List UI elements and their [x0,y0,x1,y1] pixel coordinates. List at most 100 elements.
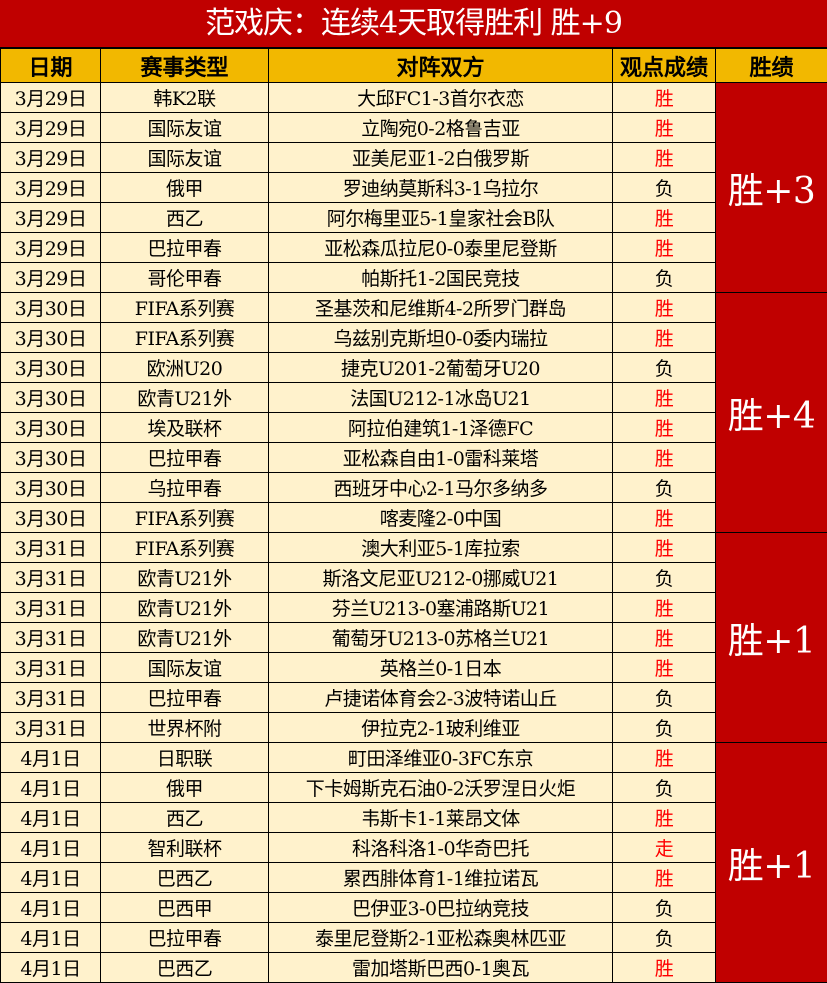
match-cell: 亚松森自由1-0雷科莱塔 [268,442,613,473]
table-row: 4月1日 俄甲 下卡姆斯克石油0-2沃罗涅日火炬负 [0,772,827,803]
date-cell: 3月31日 [0,532,101,563]
date-cell: 3月29日 [0,232,101,263]
league-cell: FIFA系列赛 [100,322,269,353]
table-row: 3月31日 FIFA系列赛 澳大利亚5-1库拉索胜胜+1 [0,532,827,743]
table-row: 3月31日 欧青U21外 斯洛文尼亚U212-0挪威U21 负 [0,562,827,593]
result-cell: 胜 [612,442,716,473]
league-cell: 埃及联杯 [100,412,269,443]
league-cell: 巴拉甲春 [100,922,269,953]
date-cell: 3月31日 [0,652,101,683]
result-cell: 负 [612,922,716,953]
group-summary-cell: 胜+1 [715,742,827,983]
league-cell: 巴西乙 [100,862,269,893]
result-cell: 负 [612,712,716,743]
match-cell: 大邱FC1-3首尔衣恋 [268,82,613,113]
table-body: 3月29日 韩K2联 大邱FC1-3首尔衣恋胜胜+3 3月29日 国际友谊 立陶宛0-2格… [0,82,827,983]
match-cell: 法国U212-1冰岛U21 [268,382,613,413]
match-cell: 帕斯托1-2国民竞技 [268,262,613,293]
league-cell: FIFA系列赛 [100,292,269,323]
result-cell: 走 [612,832,716,863]
match-cell: 泰里尼登斯2-1亚松森奥林匹亚 [268,922,613,953]
result-cell: 胜 [612,532,716,563]
result-cell: 胜 [612,382,716,413]
result-cell: 负 [612,772,716,803]
match-cell: 町田泽维亚0-3FC东京 [268,742,613,773]
league-cell: 西乙 [100,202,269,233]
table-row: 4月1日 巴拉甲春 泰里尼登斯2-1亚松森奥林匹亚负 [0,922,827,953]
result-cell: 胜 [612,232,716,263]
league-cell: 世界杯附 [100,712,269,743]
match-cell: 圣基茨和尼维斯4-2所罗门群岛 [268,292,613,323]
result-cell: 胜 [612,742,716,773]
match-cell: 立陶宛0-2格鲁吉亚 [268,112,613,143]
match-cell: 斯洛文尼亚U212-0挪威U21 [268,562,613,593]
date-cell: 3月30日 [0,292,101,323]
date-cell: 3月30日 [0,382,101,413]
match-cell: 罗迪纳莫斯科3-1乌拉尔 [268,172,613,203]
result-cell: 胜 [612,412,716,443]
result-cell: 胜 [612,292,716,323]
league-cell: 欧青U21外 [100,622,269,653]
result-cell: 胜 [612,952,716,983]
table-row: 3月30日 埃及联杯 阿拉伯建筑1-1泽德FC 胜 [0,412,827,443]
league-cell: 欧洲U20 [100,352,269,383]
date-cell: 3月30日 [0,352,101,383]
result-cell: 胜 [612,112,716,143]
table-row: 4月1日 巴西乙 雷加塔斯巴西0-1奥瓦胜 [0,952,827,983]
date-cell: 3月30日 [0,442,101,473]
date-cell: 3月31日 [0,592,101,623]
league-cell: 国际友谊 [100,112,269,143]
match-cell: 累西腓体育1-1维拉诺瓦 [268,862,613,893]
league-cell: 俄甲 [100,172,269,203]
date-cell: 4月1日 [0,952,101,983]
table-row: 3月31日 国际友谊 英格兰0-1日本胜 [0,652,827,683]
result-cell: 胜 [612,502,716,533]
match-cell: 雷加塔斯巴西0-1奥瓦 [268,952,613,983]
result-cell: 胜 [612,322,716,353]
match-cell: 喀麦隆2-0中国 [268,502,613,533]
league-cell: 国际友谊 [100,652,269,683]
table-row: 3月30日 乌拉甲春 西班牙中心2-1马尔多纳多负 [0,472,827,503]
date-cell: 3月31日 [0,712,101,743]
league-cell: FIFA系列赛 [100,502,269,533]
date-cell: 3月29日 [0,262,101,293]
date-cell: 4月1日 [0,862,101,893]
match-cell: 乌兹别克斯坦0-0委内瑞拉 [268,322,613,353]
match-cell: 韦斯卡1-1莱昂文体 [268,802,613,833]
header-summary: 胜绩 [715,48,827,83]
league-cell: 欧青U21外 [100,592,269,623]
match-cell: 芬兰U213-0塞浦路斯U21 [268,592,613,623]
result-cell: 负 [612,172,716,203]
league-cell: 欧青U21外 [100,562,269,593]
result-cell: 胜 [612,622,716,653]
league-cell: 日职联 [100,742,269,773]
result-cell: 胜 [612,82,716,113]
match-cell: 英格兰0-1日本 [268,652,613,683]
header-result: 观点成绩 [612,48,716,83]
table-row: 3月30日 欧洲U20 捷克U201-2葡萄牙U20 负 [0,352,827,383]
match-cell: 伊拉克2-1玻利维亚 [268,712,613,743]
date-cell: 3月31日 [0,682,101,713]
header-league: 赛事类型 [100,48,269,83]
header-date: 日期 [0,48,101,83]
result-cell: 胜 [612,142,716,173]
match-cell: 西班牙中心2-1马尔多纳多 [268,472,613,503]
table-row: 3月31日 欧青U21外 葡萄牙U213-0苏格兰U21 胜 [0,622,827,653]
result-cell: 胜 [612,802,716,833]
result-cell: 胜 [612,652,716,683]
league-cell: 巴拉甲春 [100,232,269,263]
header-row: 日期 赛事类型 对阵双方 观点成绩 胜绩 [0,48,827,83]
header-match: 对阵双方 [268,48,613,83]
date-cell: 3月31日 [0,562,101,593]
date-cell: 3月29日 [0,202,101,233]
group-summary-cell: 胜+1 [715,532,827,743]
league-cell: 韩K2联 [100,82,269,113]
table-row: 3月30日 FIFA系列赛 喀麦隆2-0中国胜 [0,502,827,533]
league-cell: FIFA系列赛 [100,532,269,563]
match-cell: 阿拉伯建筑1-1泽德FC [268,412,613,443]
table-row: 4月1日 西乙 韦斯卡1-1莱昂文体胜 [0,802,827,833]
league-cell: 欧青U21外 [100,382,269,413]
date-cell: 3月30日 [0,472,101,503]
date-cell: 3月29日 [0,112,101,143]
league-cell: 智利联杯 [100,832,269,863]
